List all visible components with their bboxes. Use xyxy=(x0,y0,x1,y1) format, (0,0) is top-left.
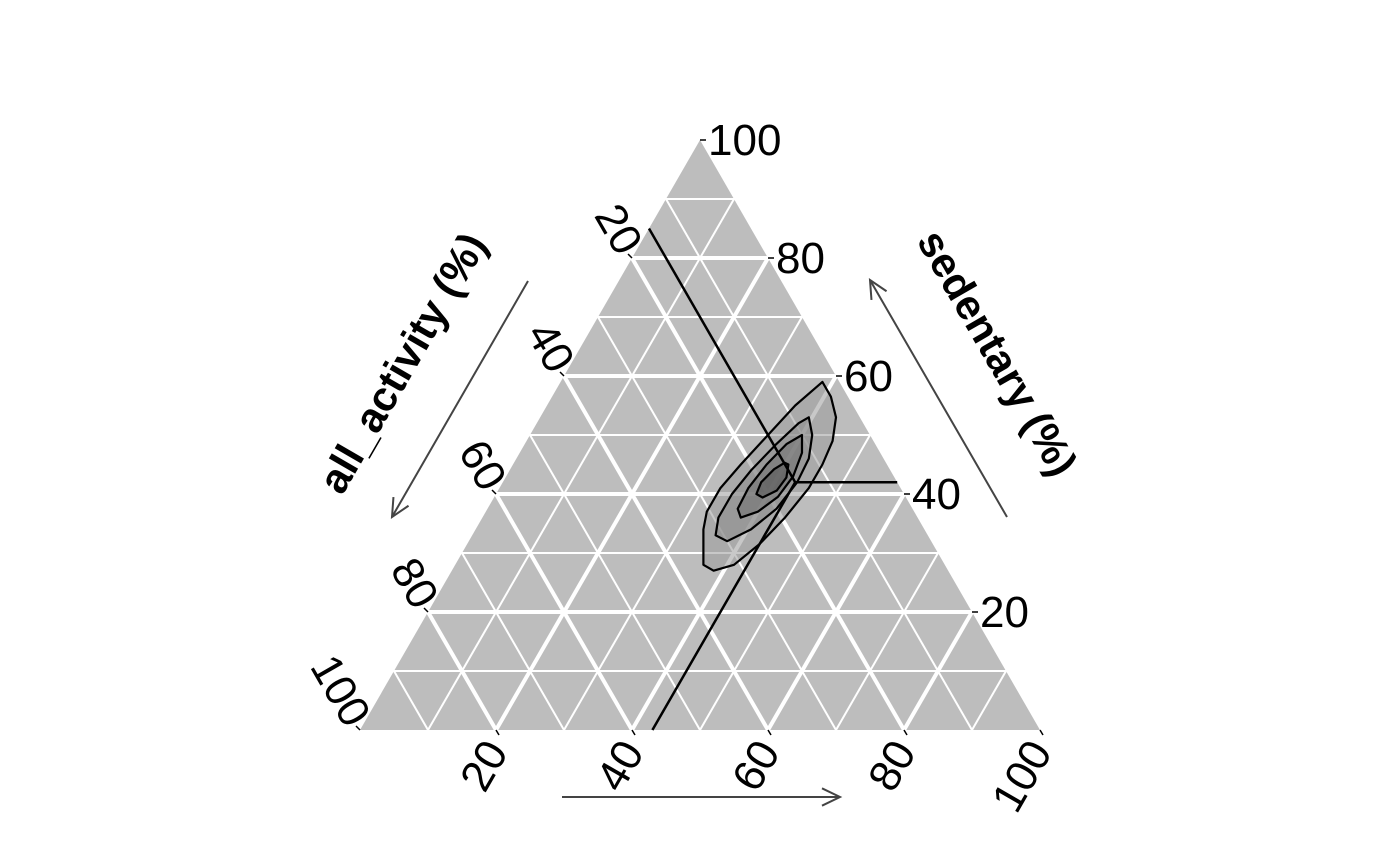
density-contours xyxy=(702,380,838,572)
right-tick-label: 20 xyxy=(980,588,1029,637)
grid-line-bottom xyxy=(835,552,939,731)
right-axis-title: sedentary (%) xyxy=(908,222,1086,484)
right-tick-label: 100 xyxy=(708,116,781,165)
reference-line-all-activity xyxy=(647,227,797,483)
bottom-tick-label: 80 xyxy=(859,732,926,799)
grid-line-all-activity xyxy=(461,552,565,731)
left-tick xyxy=(491,489,497,495)
left-tick xyxy=(355,725,361,731)
grid-line-bottom xyxy=(563,316,803,731)
all-activity-axis-arrow xyxy=(391,280,529,518)
right-tick-label: 60 xyxy=(844,352,893,401)
grid-line-all-activity xyxy=(426,611,498,731)
right-tick-label: 40 xyxy=(912,470,961,519)
bottom-tick-label: 100 xyxy=(983,732,1062,820)
bottom-tick xyxy=(767,729,772,736)
axis-arrows xyxy=(390,278,1008,807)
reference-line-bottom xyxy=(651,481,797,731)
left-tick xyxy=(559,371,565,377)
bottom-tick-label: 20 xyxy=(451,732,518,799)
grid-line-bottom xyxy=(766,493,906,731)
grid-line-bottom xyxy=(699,434,871,731)
grid-line-all-activity xyxy=(529,434,701,731)
grid-line-bottom xyxy=(902,611,974,731)
bottom-tick xyxy=(495,729,500,736)
density-contour-level-4 xyxy=(755,461,790,499)
bottom-tick-label: 40 xyxy=(587,732,654,799)
reference-lines xyxy=(647,227,898,731)
left-tick xyxy=(627,253,633,259)
grid-line-all-activity xyxy=(494,493,634,731)
grid-line-bottom xyxy=(971,670,1007,731)
grid-line-all-activity xyxy=(393,670,429,731)
tick-marks xyxy=(355,139,1044,736)
bottom-tick xyxy=(1039,729,1044,736)
sedentary-axis-arrow xyxy=(869,279,1008,518)
all-activity-axis-arrow-head xyxy=(390,496,410,519)
right-tick-label: 80 xyxy=(776,234,825,283)
bottom-tick-label: 60 xyxy=(723,732,790,799)
sedentary-axis-arrow-head xyxy=(868,278,888,301)
bottom-tick xyxy=(903,729,908,736)
left-tick xyxy=(423,607,429,613)
bottom-axis-arrow-head xyxy=(821,787,843,807)
bottom-tick xyxy=(631,729,636,736)
